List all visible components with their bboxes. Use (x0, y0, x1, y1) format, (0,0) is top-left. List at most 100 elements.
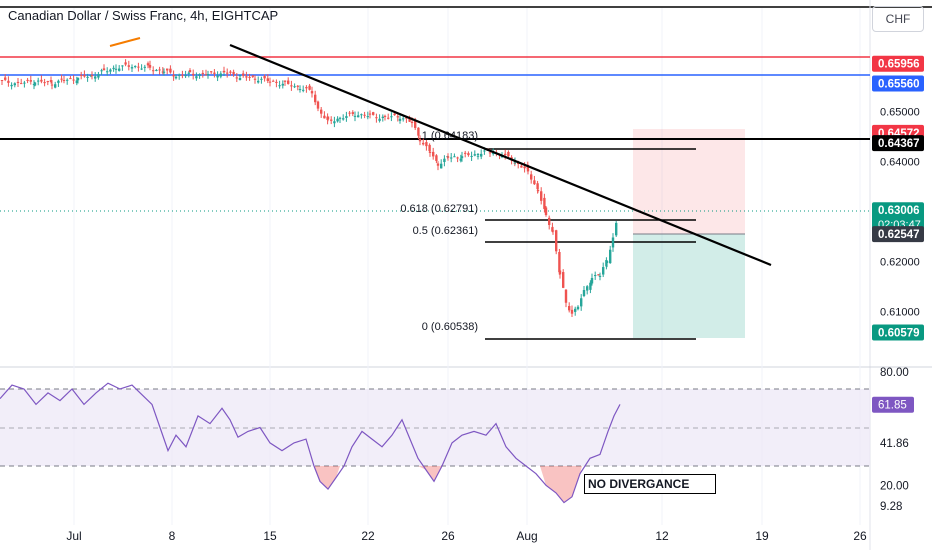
candle-body (345, 116, 348, 118)
candle-body (605, 261, 609, 264)
candle-body (308, 85, 311, 90)
price-label: 0.62547 (878, 229, 920, 241)
candle-body (169, 68, 172, 73)
candle-body (543, 197, 546, 209)
candle-body (467, 153, 470, 156)
candle-body (446, 156, 450, 158)
candle-body (109, 69, 112, 72)
candle-body (372, 112, 375, 115)
candle-body (368, 113, 372, 115)
candle-body (574, 308, 577, 312)
candle-body (83, 74, 86, 77)
rsi-axis[interactable]: 80.00 61.85 41.86 20.00 9.28 (872, 367, 914, 513)
price-label: 0.63006 (878, 205, 920, 217)
candle-body (152, 70, 155, 72)
candle-body (330, 119, 333, 121)
candle-body (342, 118, 345, 120)
candle-body (470, 155, 473, 157)
rsi-tick-label: 20.00 (880, 480, 909, 492)
candle-body (492, 153, 495, 155)
candle-body (375, 117, 378, 119)
candle-body (357, 115, 360, 118)
candle-body (460, 156, 464, 159)
candle-body (162, 71, 166, 73)
candle-body (296, 85, 299, 87)
candle-body (37, 80, 40, 82)
candle-body (536, 189, 540, 192)
candle-body (598, 275, 602, 277)
candle-body (275, 81, 278, 83)
candle-body (90, 75, 94, 77)
candle-body (353, 115, 357, 117)
candle-body (278, 85, 281, 87)
candle-body (238, 75, 242, 77)
candle-body (102, 68, 106, 71)
currency-button[interactable]: CHF (872, 6, 924, 32)
price-label: 0.65560 (878, 79, 920, 91)
candle-body (54, 84, 57, 88)
candle-body (366, 116, 369, 118)
candle-body (76, 77, 80, 81)
candle-body (396, 116, 399, 118)
x-tick-label: 8 (169, 529, 176, 543)
candle-body (216, 75, 219, 78)
candle-body (351, 112, 354, 114)
candle-body (195, 76, 198, 79)
candle-body (201, 72, 204, 74)
candle-body (390, 116, 393, 118)
chart-title: Canadian Dollar / Swiss Franc, 4h, EIGHT… (8, 8, 279, 23)
candle-body (387, 117, 390, 119)
candle-body (187, 72, 190, 74)
x-tick-label: Aug (516, 529, 537, 543)
candle-body (263, 75, 266, 79)
candle-body (428, 151, 432, 153)
candle-body (257, 80, 260, 83)
candle-body (100, 70, 103, 72)
candle-body (615, 222, 618, 236)
candle-body (242, 73, 245, 76)
candle-body (130, 67, 134, 69)
price-label: 0.60579 (878, 328, 920, 340)
candle-body (226, 72, 229, 74)
candle-body (148, 64, 152, 68)
rsi-oversold-fill (414, 466, 446, 482)
candle-body (140, 68, 143, 70)
candle-body (10, 84, 13, 87)
candle-body (245, 76, 248, 78)
candle-body (86, 76, 89, 78)
price-axis[interactable]: 0.65000 0.64000 0.62000 0.61000 0.65956 0.655… (872, 55, 924, 341)
candle-body (459, 158, 462, 161)
candle-body (414, 120, 417, 128)
candle-body (326, 116, 330, 120)
candle-body (488, 152, 492, 154)
candle-body (124, 62, 127, 65)
time-axis[interactable]: Jul 8 15 22 26 Aug 12 19 26 (66, 529, 867, 543)
candle-body (178, 74, 181, 76)
descending-trendline[interactable] (229, 43, 772, 267)
price-label: 0.65956 (878, 59, 920, 71)
fibonacci-retracement[interactable]: 1 (0.64183) 0.618 (0.62791) 0.5 (0.62361… (400, 130, 696, 340)
take-profit-zone (633, 234, 745, 338)
candle-body (155, 69, 158, 72)
candle-body (206, 74, 210, 76)
candle-body (480, 153, 483, 157)
candle-body (232, 71, 235, 75)
candle-body (69, 78, 72, 80)
candle-body (551, 230, 555, 232)
candle-body (60, 78, 63, 80)
candle-body (402, 118, 405, 120)
x-tick-label: Jul (66, 529, 81, 543)
candle-body (425, 142, 428, 147)
candle-body (398, 118, 402, 121)
rsi-tick-label: 9.28 (880, 501, 902, 513)
candle-body (410, 121, 414, 124)
candle-body (43, 82, 46, 84)
candle-body (483, 150, 486, 152)
candle-body (576, 306, 580, 310)
candle-body (363, 114, 366, 116)
orange-trend-mark (109, 37, 141, 47)
x-tick-label: 22 (361, 529, 375, 543)
x-tick-label: 12 (655, 529, 669, 543)
candle-body (235, 77, 238, 79)
